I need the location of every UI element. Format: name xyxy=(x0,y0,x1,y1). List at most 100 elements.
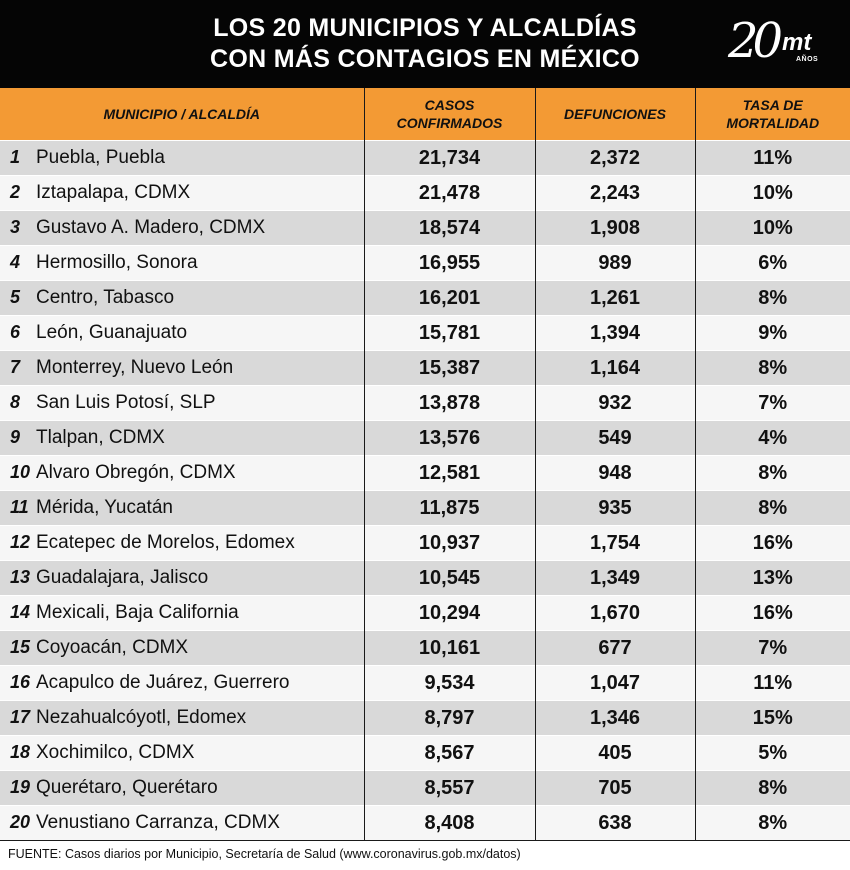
municipios-table: MUNICIPIO / ALCALDÍA CASOS CONFIRMADOS DE… xyxy=(0,88,850,840)
rank-number: 14 xyxy=(10,602,31,622)
casos-confirmados-cell: 21,734 xyxy=(364,140,536,176)
table-row: 2 Iztapalapa, CDMX 21,478 2,243 10% xyxy=(0,175,850,211)
municipio-name: Gustavo A. Madero, CDMX xyxy=(36,217,266,238)
tasa-mortalidad-cell: 8% xyxy=(695,490,850,526)
table-row: 3 Gustavo A. Madero, CDMX 18,574 1,908 10% xyxy=(0,210,850,246)
casos-confirmados-cell: 16,201 xyxy=(364,280,536,316)
casos-confirmados-cell: 12,581 xyxy=(364,455,536,491)
table-row: 18 Xochimilco, CDMX 8,567 405 5% xyxy=(0,735,850,771)
municipio-name: Puebla, Puebla xyxy=(36,147,165,168)
municipio-name: Nezahualcóyotl, Edomex xyxy=(36,707,247,728)
defunciones-cell: 1,346 xyxy=(535,700,696,736)
rank-number: 16 xyxy=(10,672,31,692)
defunciones-cell: 705 xyxy=(535,770,696,806)
rank-number: 7 xyxy=(10,357,21,377)
defunciones-cell: 1,670 xyxy=(535,595,696,631)
municipio-name: Alvaro Obregón, CDMX xyxy=(36,462,236,483)
tasa-mortalidad-cell: 16% xyxy=(695,525,850,561)
casos-confirmados-cell: 15,387 xyxy=(364,350,536,386)
municipio-name: Xochimilco, CDMX xyxy=(36,742,195,763)
column-header-defunciones: DEFUNCIONES xyxy=(535,88,696,141)
municipio-name: Mexicali, Baja California xyxy=(36,602,239,623)
title-banner: LOS 20 MUNICIPIOS Y ALCALDÍAS CON MÁS CO… xyxy=(0,0,850,88)
rank-number: 5 xyxy=(10,287,21,307)
casos-confirmados-cell: 13,878 xyxy=(364,385,536,421)
municipio-cell: 5 Centro, Tabasco xyxy=(0,280,365,316)
rank-number: 2 xyxy=(10,182,21,202)
table-row: 10 Alvaro Obregón, CDMX 12,581 948 8% xyxy=(0,455,850,491)
table-row: 5 Centro, Tabasco 16,201 1,261 8% xyxy=(0,280,850,316)
tasa-mortalidad-cell: 10% xyxy=(695,210,850,246)
rank-number: 8 xyxy=(10,392,21,412)
municipio-cell: 11 Mérida, Yucatán xyxy=(0,490,365,526)
municipio-cell: 18 Xochimilco, CDMX xyxy=(0,735,365,771)
tasa-mortalidad-cell: 16% xyxy=(695,595,850,631)
table-row: 6 León, Guanajuato 15,781 1,394 9% xyxy=(0,315,850,351)
tasa-mortalidad-cell: 15% xyxy=(695,700,850,736)
municipio-name: Hermosillo, Sonora xyxy=(36,252,198,273)
municipio-name: Mérida, Yucatán xyxy=(36,497,173,518)
casos-confirmados-cell: 15,781 xyxy=(364,315,536,351)
title-line-1: LOS 20 MUNICIPIOS Y ALCALDÍAS xyxy=(213,14,637,42)
table-row: 8 San Luis Potosí, SLP 13,878 932 7% xyxy=(0,385,850,421)
rank-number: 12 xyxy=(10,532,31,552)
municipio-cell: 9 Tlalpan, CDMX xyxy=(0,420,365,456)
tasa-mortalidad-cell: 8% xyxy=(695,805,850,840)
table-row: 7 Monterrey, Nuevo León 15,387 1,164 8% xyxy=(0,350,850,386)
defunciones-cell: 2,372 xyxy=(535,140,696,176)
casos-confirmados-cell: 8,408 xyxy=(364,805,536,840)
column-header-tasa-line2: MORTALIDAD xyxy=(726,115,820,131)
rank-number: 1 xyxy=(10,147,21,167)
municipio-cell: 14 Mexicali, Baja California xyxy=(0,595,365,631)
rank-number: 11 xyxy=(10,497,29,517)
tasa-mortalidad-cell: 4% xyxy=(695,420,850,456)
municipio-cell: 10 Alvaro Obregón, CDMX xyxy=(0,455,365,491)
rank-number: 6 xyxy=(10,322,21,342)
defunciones-cell: 932 xyxy=(535,385,696,421)
tasa-mortalidad-cell: 10% xyxy=(695,175,850,211)
column-header-casos-line1: CASOS xyxy=(424,97,475,113)
defunciones-cell: 405 xyxy=(535,735,696,771)
table-row: 11 Mérida, Yucatán 11,875 935 8% xyxy=(0,490,850,526)
tasa-mortalidad-cell: 7% xyxy=(695,630,850,666)
tasa-mortalidad-cell: 5% xyxy=(695,735,850,771)
column-header-municipio-label: MUNICIPIO / ALCALDÍA xyxy=(103,106,261,122)
rank-number: 10 xyxy=(10,462,31,482)
defunciones-cell: 1,261 xyxy=(535,280,696,316)
table-row: 15 Coyoacán, CDMX 10,161 677 7% xyxy=(0,630,850,666)
table-row: 13 Guadalajara, Jalisco 10,545 1,349 13% xyxy=(0,560,850,596)
column-header-municipio: MUNICIPIO / ALCALDÍA xyxy=(0,88,365,141)
municipio-name: Venustiano Carranza, CDMX xyxy=(36,812,280,833)
defunciones-cell: 948 xyxy=(535,455,696,491)
municipio-cell: 8 San Luis Potosí, SLP xyxy=(0,385,365,421)
casos-confirmados-cell: 9,534 xyxy=(364,665,536,701)
municipio-name: San Luis Potosí, SLP xyxy=(36,392,216,413)
defunciones-cell: 677 xyxy=(535,630,696,666)
defunciones-cell: 1,047 xyxy=(535,665,696,701)
table-header-row: MUNICIPIO / ALCALDÍA CASOS CONFIRMADOS DE… xyxy=(0,88,850,141)
municipio-cell: 20 Venustiano Carranza, CDMX xyxy=(0,805,365,840)
casos-confirmados-cell: 11,875 xyxy=(364,490,536,526)
table-row: 1 Puebla, Puebla 21,734 2,372 11% xyxy=(0,140,850,176)
casos-confirmados-cell: 10,937 xyxy=(364,525,536,561)
municipio-name: Guadalajara, Jalisco xyxy=(36,567,209,588)
municipio-cell: 15 Coyoacán, CDMX xyxy=(0,630,365,666)
casos-confirmados-cell: 8,567 xyxy=(364,735,536,771)
municipio-cell: 16 Acapulco de Juárez, Guerrero xyxy=(0,665,365,701)
municipio-name: Iztapalapa, CDMX xyxy=(36,182,191,203)
municipio-name: Tlalpan, CDMX xyxy=(36,427,165,448)
column-header-tasa-line1: TASA DE xyxy=(742,97,803,113)
column-header-tasa: TASA DE MORTALIDAD xyxy=(695,88,850,141)
casos-confirmados-cell: 8,557 xyxy=(364,770,536,806)
tasa-mortalidad-cell: 8% xyxy=(695,350,850,386)
table-row: 17 Nezahualcóyotl, Edomex 8,797 1,346 15% xyxy=(0,700,850,736)
tasa-mortalidad-cell: 11% xyxy=(695,140,850,176)
column-header-casos: CASOS CONFIRMADOS xyxy=(364,88,536,141)
rank-number: 13 xyxy=(10,567,31,587)
municipio-cell: 17 Nezahualcóyotl, Edomex xyxy=(0,700,365,736)
municipio-name: Querétaro, Querétaro xyxy=(36,777,218,798)
municipio-cell: 3 Gustavo A. Madero, CDMX xyxy=(0,210,365,246)
tasa-mortalidad-cell: 13% xyxy=(695,560,850,596)
defunciones-cell: 1,349 xyxy=(535,560,696,596)
defunciones-cell: 1,908 xyxy=(535,210,696,246)
